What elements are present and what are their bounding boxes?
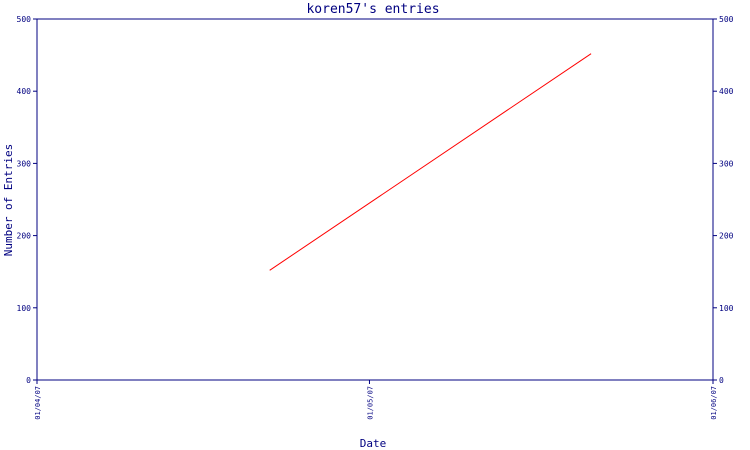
y-right-tick-label: 200 <box>719 232 734 241</box>
x-tick-label: 01/06/07 <box>710 386 718 420</box>
y-tick-label: 400 <box>17 87 32 96</box>
series-line <box>269 53 592 271</box>
y-tick-label: 0 <box>26 376 31 385</box>
y-tick-label: 200 <box>17 232 32 241</box>
x-tick-label: 01/04/07 <box>34 386 42 420</box>
y-right-tick-label: 300 <box>719 159 734 168</box>
y-right-tick-label: 0 <box>719 376 724 385</box>
y-right-tick-label: 100 <box>719 304 734 313</box>
y-axis-label: Number of Entries <box>2 144 15 257</box>
y-tick-label: 300 <box>17 159 32 168</box>
x-tick-label: 01/05/07 <box>366 386 374 420</box>
y-right-tick-label: 500 <box>719 15 734 24</box>
x-axis-label: Date <box>360 437 387 450</box>
y-tick-label: 500 <box>17 15 32 24</box>
y-tick-label: 100 <box>17 304 32 313</box>
chart-title: koren57's entries <box>306 2 439 17</box>
plot-area <box>36 18 714 381</box>
y-right-tick-label: 400 <box>719 87 734 96</box>
